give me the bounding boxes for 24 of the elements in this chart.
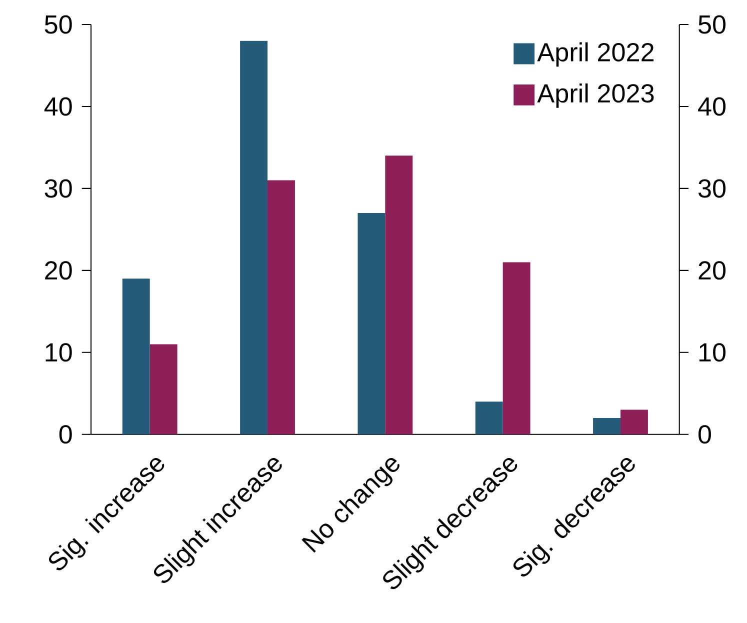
bar: [358, 213, 386, 435]
y-tick-label: 0: [698, 425, 711, 444]
bar: [150, 344, 178, 435]
y2-tick-label: 50: [44, 15, 72, 34]
y-tick-label: 40: [698, 97, 726, 116]
bar: [502, 262, 530, 435]
bar: [475, 402, 503, 435]
y2-tick-label: 10: [46, 343, 72, 362]
y2-tick-label: 0: [59, 425, 72, 444]
legend-label: April 2023: [537, 84, 654, 108]
y-tick-label: 10: [699, 343, 726, 362]
y-tick-label: 50: [698, 15, 726, 34]
y2-tick-label: 30: [44, 179, 72, 198]
y2-tick-label: 40: [44, 97, 72, 116]
bar: [240, 41, 268, 435]
legend-label: April 2022: [537, 42, 654, 67]
y2-tick-label: 20: [45, 261, 72, 280]
bar: [593, 418, 621, 435]
y-tick-label: 30: [698, 179, 726, 198]
bar: [385, 156, 413, 435]
bar: [620, 410, 648, 435]
bar: [122, 278, 150, 435]
y-tick-label: 20: [698, 261, 726, 280]
bar: [268, 180, 295, 435]
